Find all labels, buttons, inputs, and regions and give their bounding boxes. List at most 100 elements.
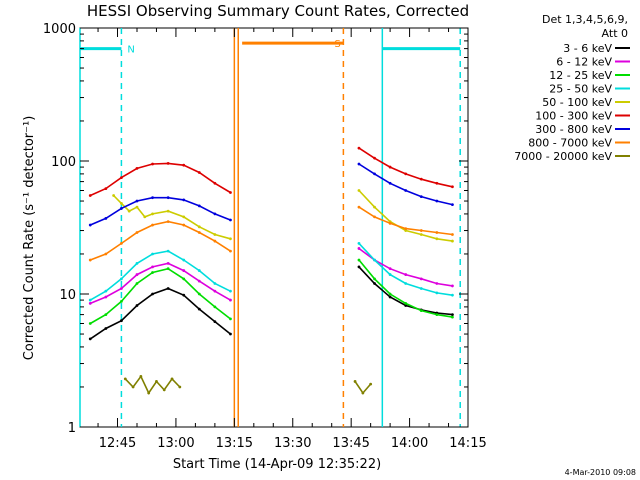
series-line (358, 247, 453, 287)
series-point (435, 237, 439, 241)
series-point (404, 227, 408, 231)
series-point (229, 249, 232, 253)
series-point (404, 172, 408, 176)
x-tick-label: 13:00 (157, 436, 194, 451)
series-point (182, 215, 186, 219)
series-point (151, 252, 154, 256)
series-point (373, 215, 376, 219)
series-point (388, 273, 392, 276)
series-point (182, 198, 186, 202)
series-point (135, 273, 139, 276)
x-axis-label: Start Time (14-Apr-09 12:35:22) (173, 457, 381, 472)
series-point (151, 292, 154, 296)
series-point (166, 161, 170, 165)
series-point (112, 194, 116, 197)
series-point (373, 258, 376, 262)
series-point (353, 380, 357, 383)
legend-header-line-1: Det 1,3,4,5,6,9, (542, 13, 628, 26)
x-axis-ticks: 12:45 13:00 13:15 13:30 13:45 14:00 14:15 (97, 28, 487, 451)
series-point (166, 220, 170, 224)
series-point (388, 181, 392, 185)
series-point (419, 277, 423, 281)
series-point (369, 382, 373, 386)
legend-entry-label: 6 - 12 keV (556, 56, 612, 69)
series-point (104, 289, 108, 293)
series-line (358, 147, 453, 188)
series-point (213, 282, 217, 285)
series-point (435, 231, 439, 234)
series-point (373, 277, 376, 281)
series-point (120, 287, 123, 290)
series-line (89, 262, 231, 305)
series-line (354, 381, 372, 395)
series-point (135, 166, 139, 170)
series-point (451, 315, 454, 319)
series-point (435, 282, 439, 285)
series-point (388, 292, 392, 296)
series-point (123, 377, 127, 381)
series-point (419, 229, 423, 232)
series-point (166, 249, 170, 253)
series-point (419, 309, 423, 313)
series-point (388, 165, 392, 169)
series-point (404, 273, 408, 276)
series-point (197, 171, 201, 174)
series-point (151, 212, 154, 216)
series-point (120, 176, 123, 180)
footer-date: 4-Mar-2010 09:08 (565, 468, 636, 477)
series-point (135, 231, 139, 234)
series-point (104, 252, 108, 256)
series-line (89, 162, 231, 197)
series-point (104, 327, 108, 330)
series-point (229, 298, 232, 302)
y-tick-label: 10 (59, 288, 76, 303)
legend-entry-label: 300 - 800 keV (535, 123, 612, 136)
series-line (358, 242, 453, 296)
plot-frame (79, 27, 469, 428)
series-point (197, 225, 201, 229)
series-point (131, 385, 135, 389)
y-tick-label: 1 (68, 421, 76, 436)
series-point (229, 191, 232, 194)
series-point (88, 322, 92, 325)
series-point (213, 233, 217, 236)
series-point (104, 217, 108, 220)
x-tick-label: 14:15 (449, 436, 486, 451)
series-point (373, 205, 376, 209)
series-point (419, 177, 423, 181)
series-point (435, 199, 439, 203)
mode-bar-label: S (334, 39, 340, 50)
series-line (89, 287, 231, 340)
series-point (151, 265, 154, 269)
y-tick-label: 100 (51, 155, 76, 170)
x-tick-label: 14:00 (391, 436, 428, 451)
series-point (419, 233, 423, 236)
series-point (404, 189, 408, 192)
y-axis-ticks: 1 10 100 1000 (43, 22, 468, 436)
series-point (229, 317, 232, 321)
chart-title: HESSI Observing Summary Count Rates, Cor… (87, 2, 469, 20)
series-point (166, 261, 170, 265)
series-point (229, 237, 232, 241)
series-point (229, 218, 232, 222)
series-point (373, 172, 376, 176)
series-point (197, 269, 201, 272)
series-point (104, 187, 108, 191)
series-point (120, 207, 123, 210)
series-point (229, 289, 232, 293)
series-point (419, 287, 423, 290)
series-point (88, 298, 92, 302)
series-point (88, 301, 92, 305)
series-point (135, 199, 139, 203)
series-line (90, 220, 231, 261)
series-point (170, 377, 174, 381)
series-point (151, 162, 154, 166)
series-point (451, 313, 454, 317)
series-point (419, 195, 423, 198)
series-point (120, 277, 123, 281)
series-point (451, 233, 454, 236)
series-point (357, 189, 361, 192)
series-point (120, 319, 123, 323)
